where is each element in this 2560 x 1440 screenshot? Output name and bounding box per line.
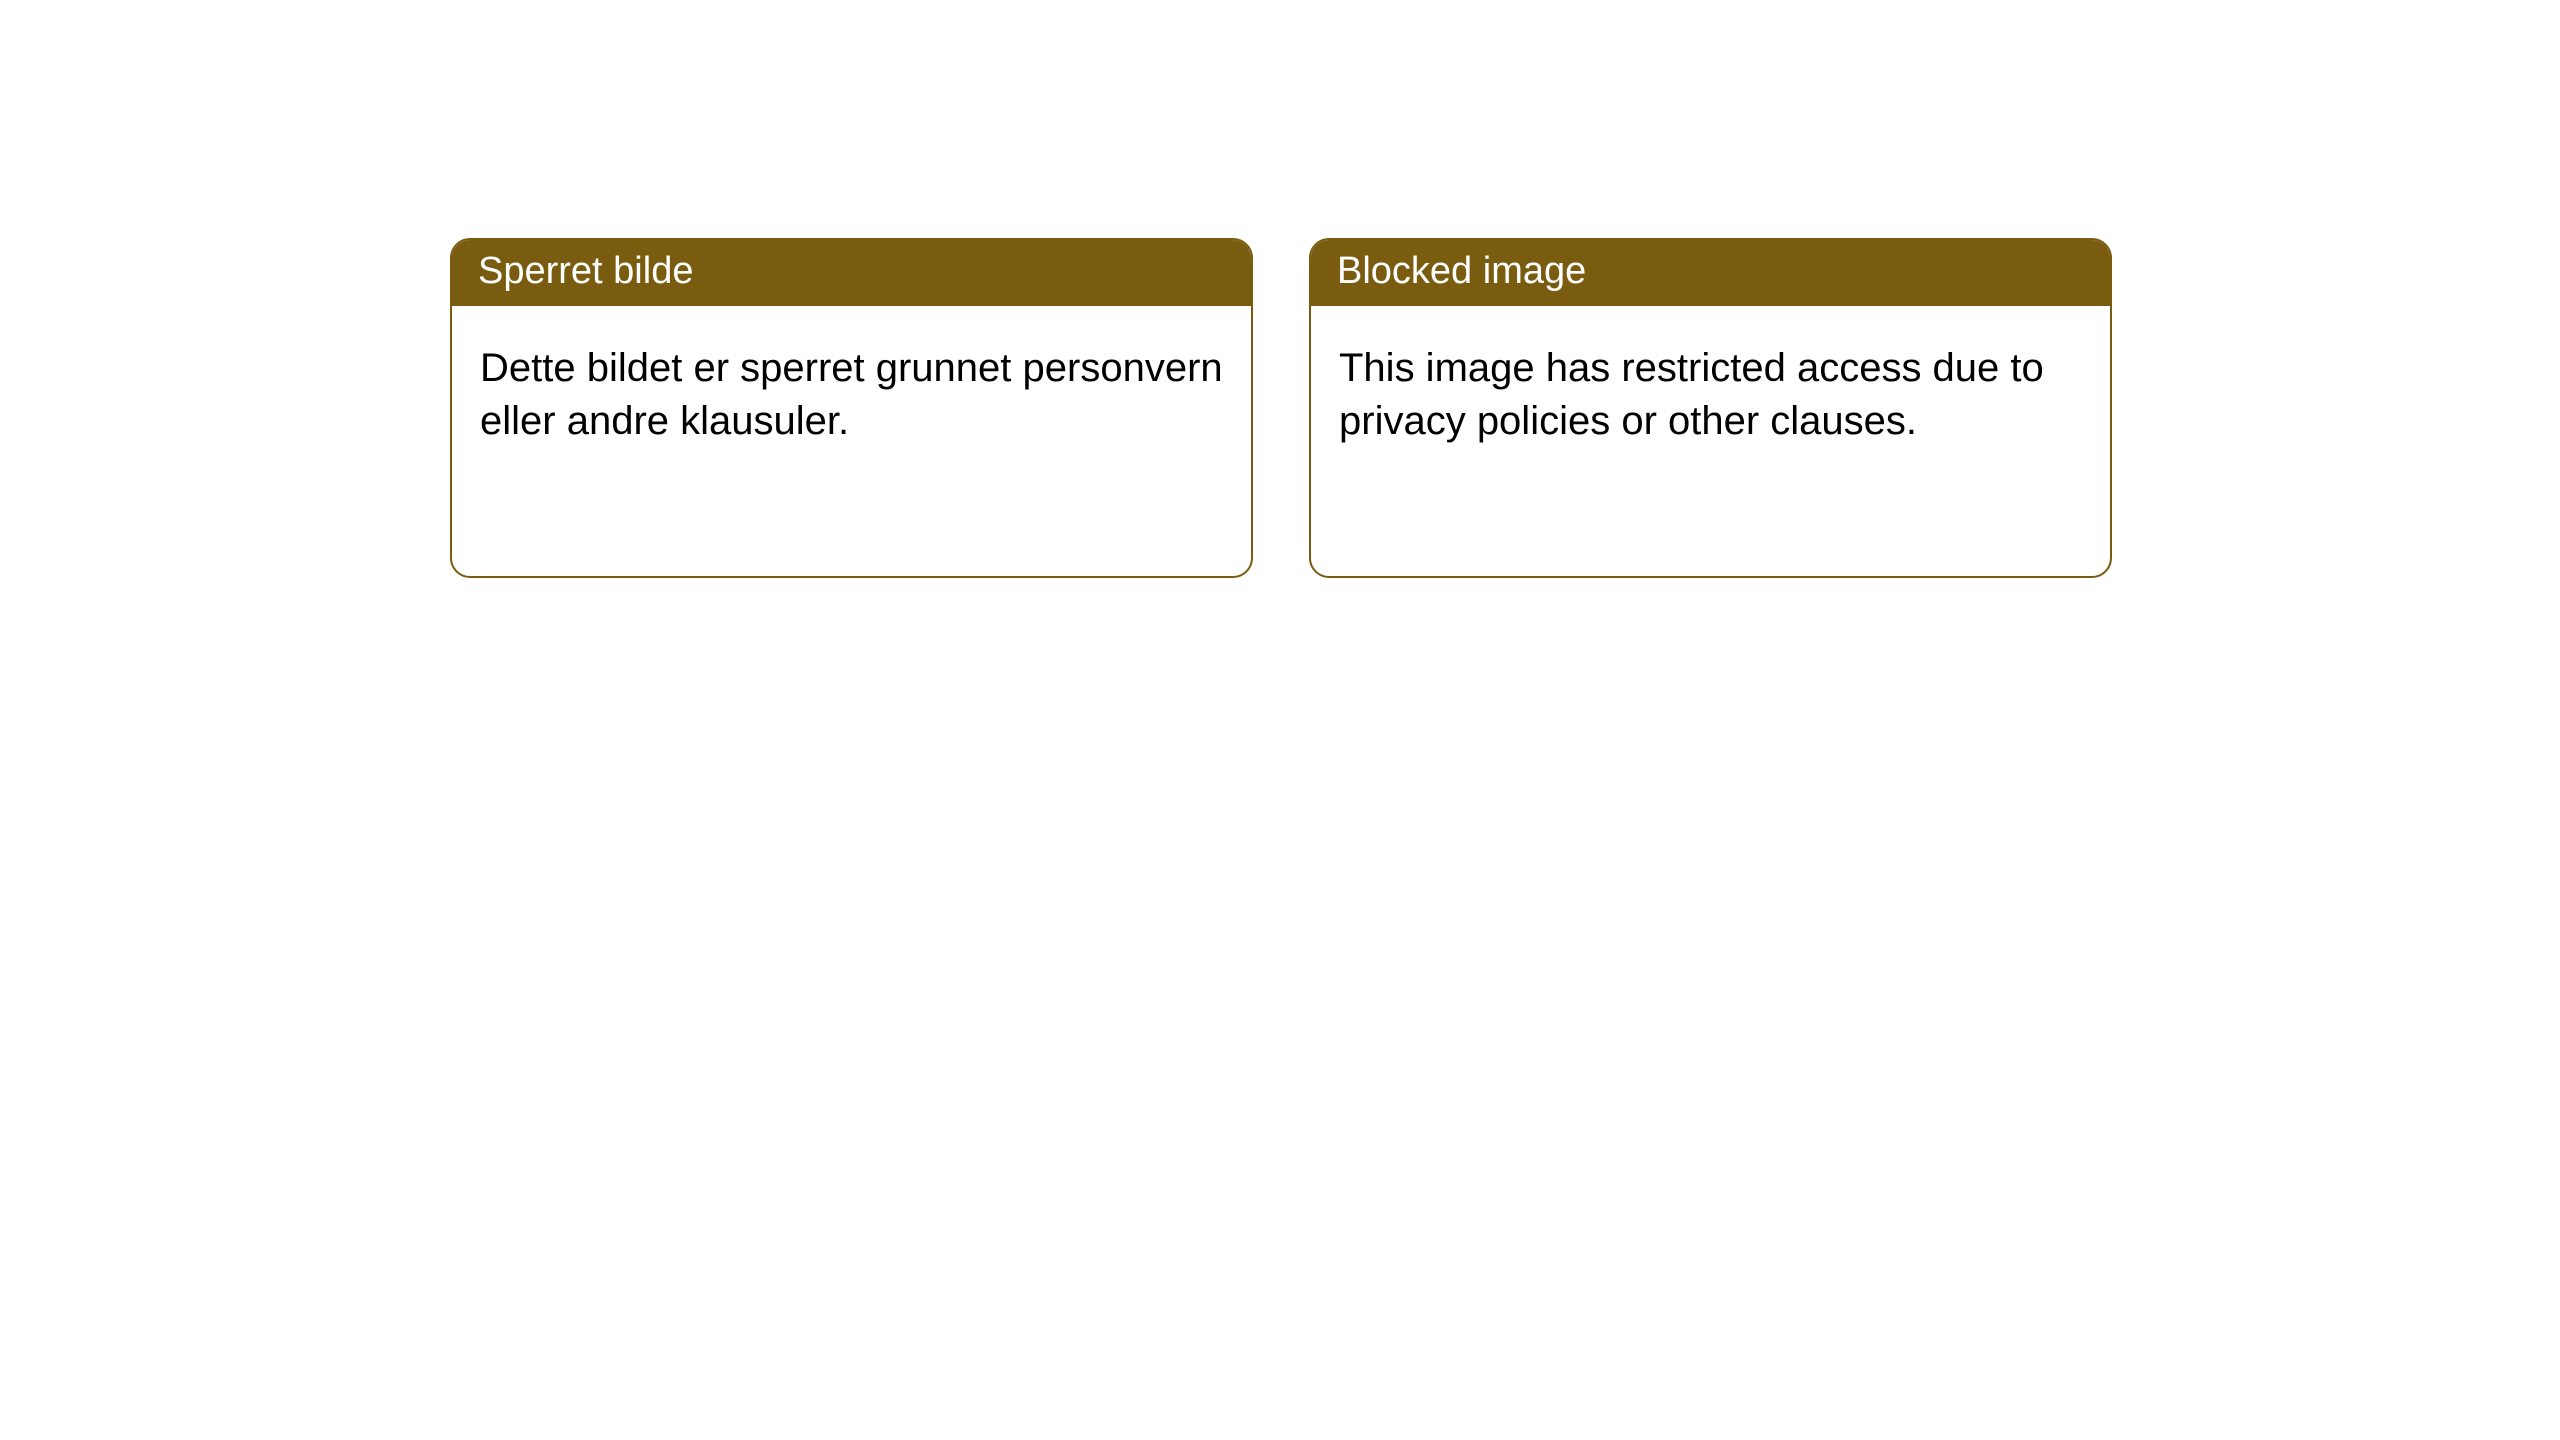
notice-card-english: Blocked image This image has restricted …	[1309, 238, 2112, 578]
notice-card-title: Sperret bilde	[452, 240, 1251, 306]
notice-container: Sperret bilde Dette bildet er sperret gr…	[450, 238, 2112, 578]
notice-card-title: Blocked image	[1311, 240, 2110, 306]
notice-card-body: This image has restricted access due to …	[1311, 306, 2110, 472]
notice-card-body: Dette bildet er sperret grunnet personve…	[452, 306, 1251, 472]
notice-card-norwegian: Sperret bilde Dette bildet er sperret gr…	[450, 238, 1253, 578]
